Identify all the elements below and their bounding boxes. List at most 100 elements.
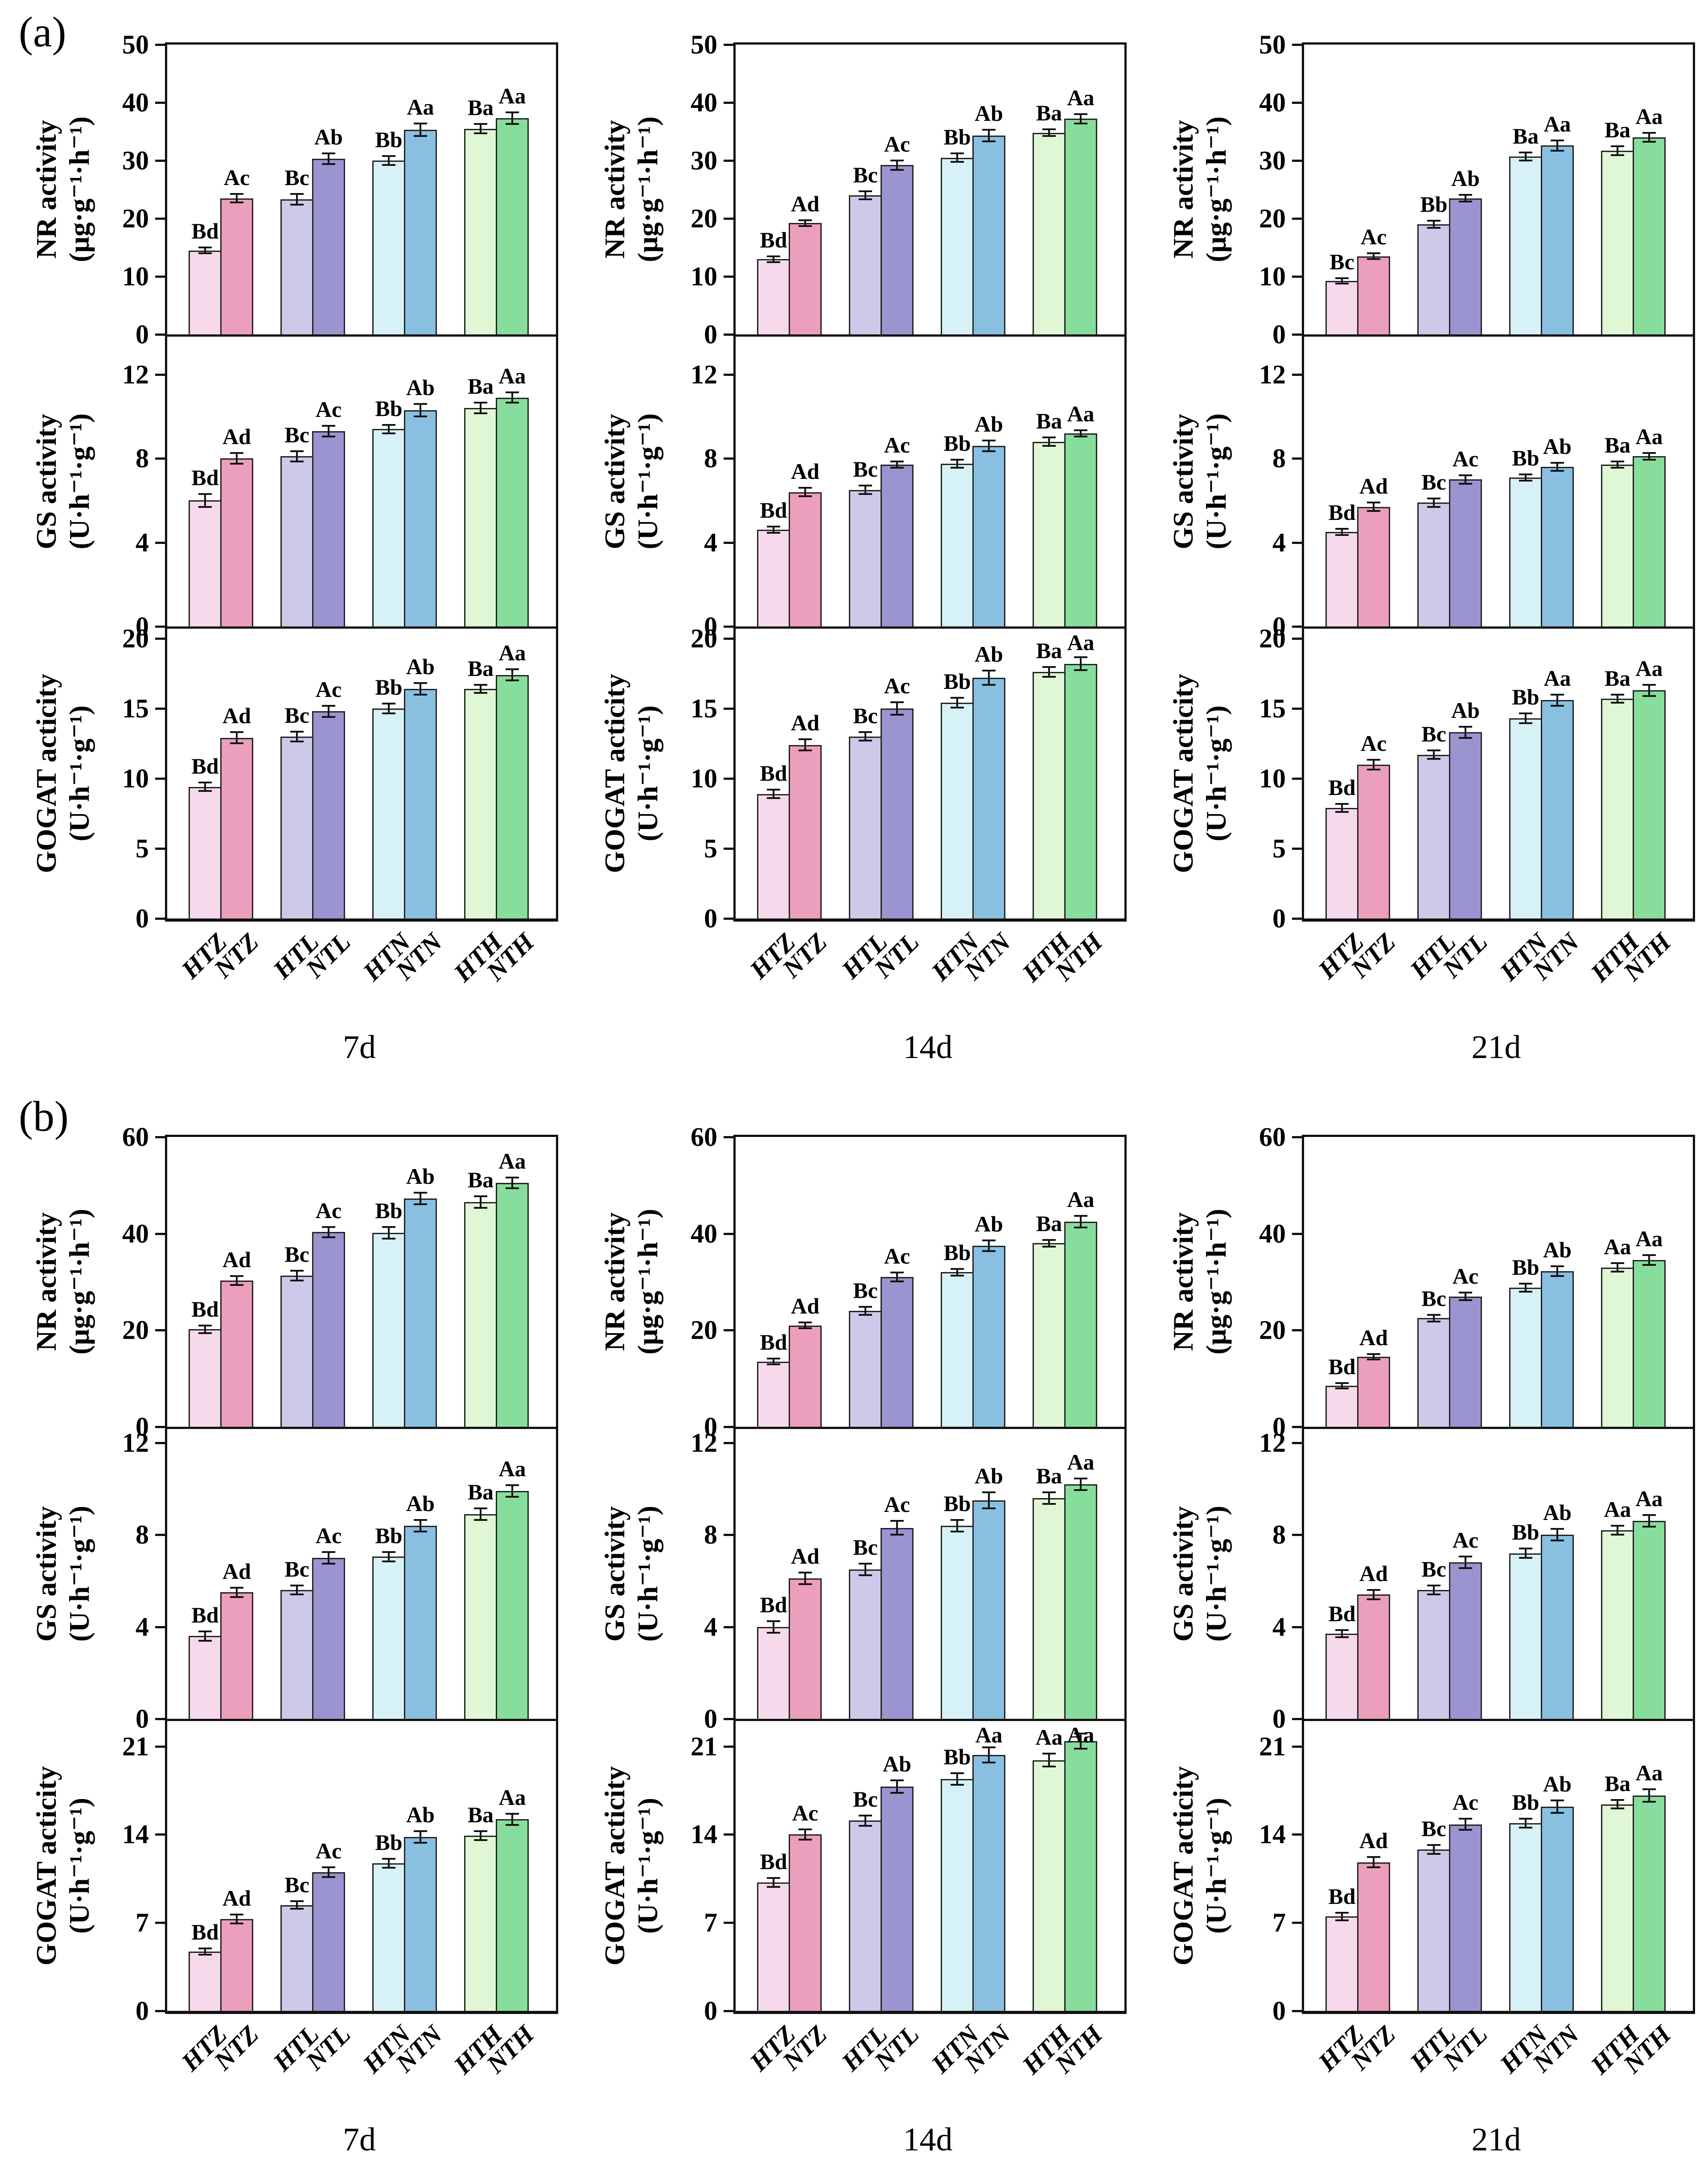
- y-axis-label-unit: (μg·g⁻¹·h⁻¹): [632, 116, 663, 263]
- bar-HTZ: [757, 259, 790, 334]
- sig-letter: Ab: [406, 375, 435, 400]
- error-bar-line: [1525, 1548, 1527, 1558]
- y-tick-mark: [1292, 541, 1302, 544]
- error-bar-cap-bottom: [1335, 534, 1349, 536]
- bar-NTZ: [1357, 507, 1390, 626]
- bar-HTL: [849, 1311, 882, 1427]
- error-bar-cap-bottom: [414, 1203, 427, 1205]
- bar-HTN: [372, 708, 405, 918]
- sig-letter: Ab: [975, 412, 1003, 437]
- error-bar-line: [328, 1552, 329, 1564]
- plot-frame-gogat-7d: Bd Ad Bc Ac Bb Ab Ba Aa: [165, 626, 558, 922]
- y-tick-label: 12: [691, 359, 717, 389]
- error-bar-cap-bottom: [198, 1639, 212, 1642]
- error-bar-cap-top: [1459, 1818, 1472, 1820]
- plot-frame-nr-7d: Bd Ac Bc Ab Bb Aa Ba Aa: [165, 42, 558, 338]
- bar-HTL: [280, 1275, 313, 1427]
- error-bar-cap-top: [1335, 527, 1349, 530]
- y-tick-mark: [155, 541, 165, 544]
- y-tick-mark: [1292, 1833, 1302, 1836]
- y-tick-mark: [1292, 637, 1302, 640]
- error-bar-cap-top: [382, 1551, 395, 1553]
- error-bar-line: [1341, 1383, 1343, 1388]
- bar-NTZ: [789, 1578, 822, 1719]
- error-bar-cap-bottom: [198, 1954, 212, 1956]
- y-tick-mark: [1292, 1718, 1302, 1720]
- bar-HTL: [849, 1820, 882, 2011]
- error-bar-line: [511, 1485, 513, 1497]
- y-axis-label-metric: NR activity: [599, 120, 630, 259]
- sig-letter: Aa: [498, 640, 526, 666]
- error-bar-cap-bottom: [1367, 510, 1380, 512]
- y-tick-mark: [155, 1329, 165, 1332]
- error-bar-cap-top: [1642, 1788, 1656, 1790]
- bar-HTL: [1417, 754, 1450, 918]
- bar-HTH: [1601, 699, 1634, 918]
- error-bar-cap-top: [1459, 474, 1472, 476]
- sig-letter: Bb: [375, 395, 403, 421]
- sig-letter: Bc: [1329, 249, 1354, 275]
- error-bar-cap-bottom: [322, 163, 335, 165]
- error-bar-cap-top: [1335, 1382, 1349, 1384]
- sig-letter: Ad: [222, 1885, 251, 1911]
- error-bar-cap-bottom: [1551, 1812, 1564, 1814]
- sig-letter: Aa: [1604, 1234, 1631, 1259]
- error-bar-line: [388, 703, 390, 713]
- error-bar-line: [1465, 475, 1466, 484]
- error-bar-cap-bottom: [382, 1560, 395, 1562]
- error-bar-cap-top: [1551, 461, 1564, 464]
- sig-letter: Ac: [315, 1523, 342, 1548]
- y-tick-mark: [1292, 160, 1302, 162]
- error-bar-line: [420, 683, 421, 695]
- y-tick-label: 12: [122, 1428, 149, 1458]
- bar-NTH: [1064, 1221, 1097, 1427]
- error-bar-cap-bottom: [1074, 122, 1087, 124]
- sig-letter: Aa: [1543, 111, 1571, 136]
- error-bar-cap-bottom: [1611, 1808, 1624, 1810]
- error-bar-cap-bottom: [322, 435, 335, 437]
- error-bar-cap-bottom: [1459, 482, 1472, 485]
- error-bar-line: [328, 1867, 329, 1878]
- error-bar-cap-bottom: [982, 1507, 996, 1509]
- plot-frame-gs-7d: Bd Ad Bc Ac Bb Ab Ba Aa: [165, 1427, 558, 1722]
- error-bar-cap-top: [1427, 1844, 1440, 1846]
- sig-letter: Ab: [975, 642, 1003, 667]
- error-bar-cap-bottom: [1551, 704, 1564, 707]
- error-bar-cap-top: [1551, 1265, 1564, 1268]
- sig-letter: Bb: [375, 674, 403, 700]
- bar-HTH: [1033, 1243, 1066, 1427]
- error-bar-cap-bottom: [890, 467, 904, 469]
- error-bar-cap-bottom: [798, 495, 812, 497]
- error-bar-cap-top: [951, 1268, 964, 1270]
- y-tick-label: 7: [136, 1908, 149, 1938]
- error-bar-cap-top: [198, 1324, 212, 1326]
- error-bar-cap-top: [506, 1177, 519, 1178]
- error-bar-cap-bottom: [1459, 201, 1472, 203]
- sig-letter: Bc: [853, 162, 878, 187]
- sig-letter: Ac: [1452, 1790, 1479, 1815]
- error-bar-cap-top: [1074, 113, 1087, 115]
- error-bar-line: [1525, 1819, 1527, 1828]
- error-bar-cap-top: [1519, 1548, 1532, 1550]
- error-bar-line: [1433, 498, 1435, 507]
- y-tick-label: 21: [691, 1731, 717, 1761]
- error-bar-cap-top: [1074, 656, 1087, 659]
- error-bar-cap-top: [506, 111, 519, 114]
- sig-letter: Bb: [1512, 1790, 1539, 1815]
- y-tick-label: 40: [122, 88, 149, 117]
- error-bar-cap-top: [1459, 725, 1472, 728]
- y-axis-label: GOGAT acticity (U·h⁻¹·g⁻¹): [1153, 1719, 1247, 2013]
- error-bar-cap-top: [1519, 1283, 1532, 1285]
- y-tick-mark: [724, 44, 733, 46]
- bar-HTL: [849, 736, 882, 918]
- bar-HTH: [464, 689, 497, 918]
- error-bar-cap-bottom: [982, 1762, 996, 1764]
- y-tick-label: 60: [122, 1122, 149, 1152]
- error-bar-cap-bottom: [951, 1530, 964, 1532]
- y-tick-mark: [1292, 2010, 1302, 2012]
- error-bar-cap-top: [290, 193, 304, 195]
- error-bar-cap-bottom: [1519, 1557, 1532, 1559]
- bar-HTN: [941, 703, 974, 918]
- sig-letter: Bb: [375, 1830, 403, 1855]
- error-bar-cap-top: [322, 152, 335, 155]
